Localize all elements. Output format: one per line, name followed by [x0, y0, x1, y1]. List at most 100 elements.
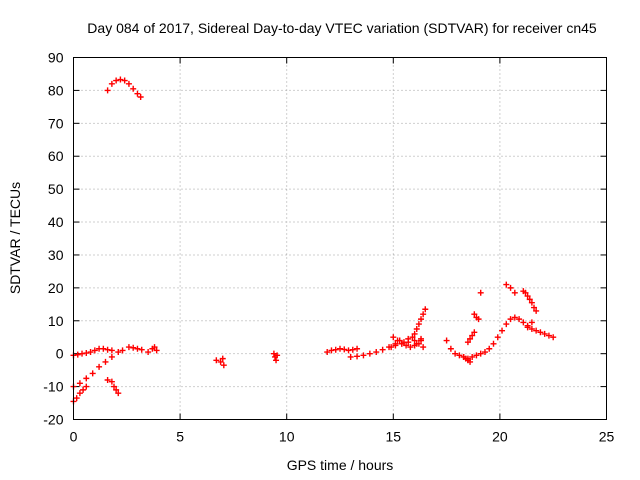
data-point	[503, 321, 510, 328]
data-point	[108, 80, 115, 87]
data-point	[398, 340, 405, 347]
data-point	[503, 281, 510, 288]
series-arc-17-20	[443, 314, 535, 362]
data-point	[516, 316, 523, 323]
data-point	[531, 304, 538, 311]
data-point	[349, 346, 356, 353]
data-points	[70, 76, 557, 405]
data-point	[511, 314, 518, 321]
data-point	[117, 76, 124, 83]
data-point	[138, 346, 145, 353]
data-point	[270, 350, 277, 357]
data-point	[418, 316, 425, 323]
data-point	[113, 386, 120, 393]
data-point	[520, 319, 527, 326]
data-point	[420, 344, 427, 351]
data-point	[418, 337, 425, 344]
data-point	[219, 355, 226, 362]
data-point	[96, 363, 103, 370]
data-point	[76, 380, 83, 387]
data-point	[411, 342, 418, 349]
data-point	[422, 306, 429, 313]
data-point	[373, 349, 380, 356]
data-point	[405, 335, 412, 342]
series-arc-dip	[104, 377, 122, 397]
data-point	[420, 311, 427, 318]
data-point	[411, 330, 418, 337]
x-tick-label: 20	[492, 429, 508, 445]
series-arc-high	[104, 76, 144, 100]
data-point	[324, 349, 331, 356]
data-point	[332, 346, 339, 353]
y-axis-label: SDTVAR / TECUs	[7, 182, 23, 294]
data-point	[73, 395, 80, 402]
y-tick-label: -20	[43, 412, 63, 428]
data-point	[213, 357, 220, 364]
data-point	[121, 77, 128, 84]
data-point	[550, 334, 557, 341]
data-point	[76, 390, 83, 397]
data-point	[528, 299, 535, 306]
data-point	[394, 337, 401, 344]
data-point	[524, 293, 531, 300]
series-arc-19-iso	[471, 289, 484, 323]
data-point	[528, 326, 535, 332]
data-point	[403, 342, 410, 349]
data-point	[413, 326, 420, 332]
data-point	[115, 349, 122, 356]
data-point	[108, 378, 115, 385]
data-point	[119, 347, 126, 354]
data-point	[533, 307, 540, 314]
data-point	[134, 90, 141, 97]
data-point	[452, 350, 459, 357]
y-tick-label: 30	[48, 247, 64, 263]
y-tick-label: 20	[48, 280, 64, 296]
series-arc-21-tail	[524, 324, 557, 341]
series-isolated-9	[270, 350, 281, 364]
data-point	[91, 347, 98, 354]
data-point	[526, 296, 533, 303]
y-tick-label: 0	[56, 346, 64, 362]
data-point	[524, 324, 531, 331]
data-point	[475, 316, 482, 323]
data-point	[477, 289, 484, 296]
series-arc-flat-12	[324, 345, 361, 356]
data-point	[274, 352, 281, 359]
series-arc-small	[125, 344, 160, 356]
data-point	[522, 289, 529, 296]
x-axis-label: GPS time / hours	[287, 457, 394, 473]
data-point	[409, 334, 416, 341]
chart-title: Day 084 of 2017, Sidereal Day-to-day VTE…	[87, 20, 597, 36]
y-tick-label: 10	[48, 313, 64, 329]
data-point	[545, 332, 552, 339]
data-point	[347, 353, 354, 360]
data-point	[481, 349, 488, 356]
plot-frame	[73, 57, 607, 420]
data-point	[490, 340, 497, 347]
data-point	[471, 329, 478, 336]
data-point	[379, 346, 386, 353]
data-point	[130, 85, 137, 92]
y-tick-label: 40	[48, 214, 64, 230]
data-point	[80, 386, 87, 393]
data-point	[360, 352, 367, 359]
grid-lines	[73, 57, 607, 420]
data-point	[541, 330, 548, 337]
data-point	[217, 358, 224, 365]
data-point	[447, 345, 454, 352]
data-point	[341, 346, 348, 353]
data-point	[273, 357, 280, 364]
data-point	[467, 358, 474, 365]
data-point	[83, 383, 90, 390]
data-point	[415, 340, 422, 347]
data-point	[473, 352, 480, 359]
axis-ticks	[73, 57, 607, 420]
data-point	[87, 349, 94, 356]
data-point	[392, 340, 399, 347]
data-point	[100, 345, 107, 352]
data-point	[83, 350, 90, 357]
x-tick-label: 25	[599, 429, 615, 445]
data-point	[354, 353, 361, 360]
data-point	[113, 77, 120, 84]
series-arc-rise	[70, 347, 126, 390]
